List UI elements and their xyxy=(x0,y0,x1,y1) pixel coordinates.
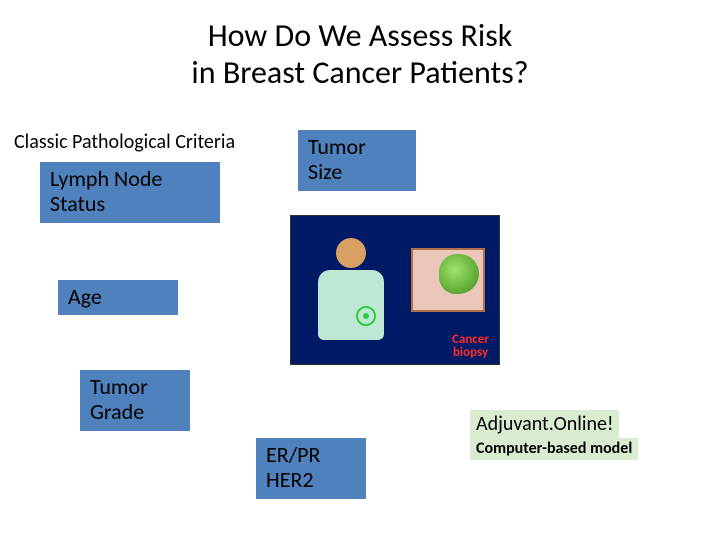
biopsy-target-icon xyxy=(356,306,376,326)
box-erpr-label: ER/PR HER2 xyxy=(266,441,321,493)
patient-body xyxy=(318,270,384,340)
box-tumor-grade-label: Tumor Grade xyxy=(90,373,148,425)
title-line-1: How Do We Assess Risk xyxy=(208,16,513,55)
biopsy-illustration: Cancer biopsy xyxy=(290,215,500,365)
patient-figure xyxy=(311,238,391,348)
title-line-2: in Breast Cancer Patients? xyxy=(191,53,528,92)
box-tumor-size: Tumor Size xyxy=(298,130,416,191)
box-lymph-label: Lymph Node Status xyxy=(50,165,162,217)
subtitle: Classic Pathological Criteria xyxy=(14,130,235,154)
box-tumor-size-label: Tumor Size xyxy=(308,133,366,185)
box-tumor-grade: Tumor Grade xyxy=(80,370,190,431)
box-age: Age xyxy=(58,280,178,315)
box-erpr-her2: ER/PR HER2 xyxy=(256,438,366,499)
box-lymph-node-status: Lymph Node Status xyxy=(40,162,220,223)
tumor-mass-icon xyxy=(439,254,479,294)
tissue-slide xyxy=(411,248,485,312)
adjuvant-online-subtitle: Computer-based model xyxy=(470,438,638,460)
slide-title: How Do We Assess Risk in Breast Cancer P… xyxy=(0,18,720,92)
adjuvant-online-title: Adjuvant.Online! xyxy=(470,410,619,438)
box-age-label: Age xyxy=(68,283,102,310)
biopsy-caption: Cancer biopsy xyxy=(452,333,489,360)
patient-head xyxy=(336,238,366,268)
